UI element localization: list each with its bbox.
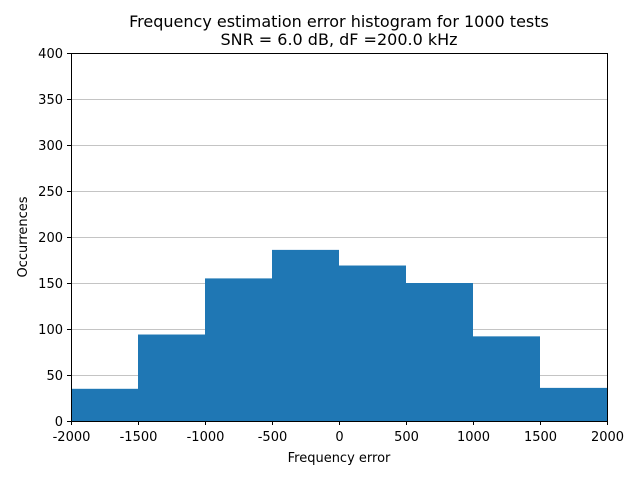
histogram-bar-6	[473, 336, 540, 421]
y-tick-label-8: 400	[38, 47, 63, 62]
histogram-bar-0	[71, 388, 138, 421]
histogram-bar-4	[339, 265, 406, 421]
x-tick-label-4: 0	[335, 430, 343, 445]
x-tick-label-3: -500	[258, 430, 288, 445]
histogram-bar-3	[272, 249, 339, 421]
x-tick-label-6: 1000	[457, 430, 490, 445]
x-tick-label-5: 500	[394, 430, 419, 445]
x-tick-label-8: 2000	[591, 430, 624, 445]
y-tick-label-1: 50	[46, 369, 63, 384]
x-tick-label-2: -1000	[187, 430, 225, 445]
y-axis-label: Occurrences	[16, 196, 31, 277]
y-axis-ticks: 0 50 100 150 200 250 300 350 400	[38, 47, 71, 430]
histogram-bars	[71, 249, 607, 421]
histogram-bar-7	[540, 387, 607, 421]
y-tick-label-7: 350	[38, 93, 63, 108]
x-tick-label-1: -1500	[120, 430, 158, 445]
x-tick-label-0: -2000	[53, 430, 91, 445]
y-tick-label-6: 300	[38, 139, 63, 154]
x-axis-ticks: -2000 -1500 -1000 -500 0 500 1000 1500 2000	[53, 421, 624, 445]
chart-title: Frequency estimation error histogram for…	[129, 12, 549, 31]
x-axis-label: Frequency error	[288, 451, 391, 466]
y-tick-label-3: 150	[38, 277, 63, 292]
chart-subtitle: SNR = 6.0 dB, dF =200.0 kHz	[220, 30, 457, 49]
histogram-bar-1	[138, 334, 205, 421]
y-tick-label-5: 250	[38, 185, 63, 200]
x-tick-label-7: 1500	[524, 430, 557, 445]
y-tick-label-0: 0	[55, 415, 63, 430]
histogram-bar-5	[406, 283, 473, 421]
histogram-bar-2	[205, 278, 272, 421]
y-tick-label-4: 200	[38, 231, 63, 246]
y-tick-label-2: 100	[38, 323, 63, 338]
